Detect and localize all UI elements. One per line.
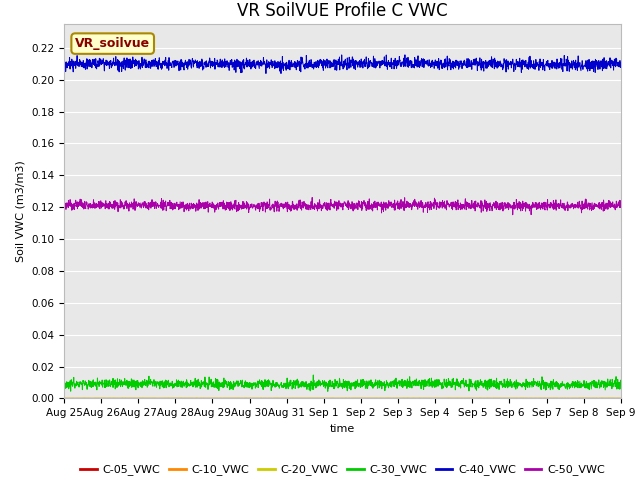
C-50_VWC (499, 206, 506, 212)
C-30_VWC (617, 380, 625, 386)
C-30_VWC (602, 387, 609, 393)
C-10_VWC (600, 396, 608, 401)
C-30_VWC (324, 388, 332, 394)
C-10_VWC (316, 396, 324, 401)
C-30_VWC (310, 372, 317, 378)
C-20_VWC (332, 396, 339, 401)
C-50_VWC (602, 202, 609, 208)
C-30_VWC (88, 383, 96, 389)
C-50_VWC (88, 205, 96, 211)
C-30_VWC (316, 383, 324, 389)
C-05_VWC (60, 396, 68, 401)
Legend: C-05_VWC, C-10_VWC, C-20_VWC, C-30_VWC, C-40_VWC, C-50_VWC: C-05_VWC, C-10_VWC, C-20_VWC, C-30_VWC, … (76, 460, 609, 480)
C-40_VWC (602, 66, 609, 72)
C-30_VWC (332, 379, 339, 385)
C-20_VWC (118, 395, 126, 401)
Line: C-30_VWC: C-30_VWC (64, 375, 621, 391)
Line: C-50_VWC: C-50_VWC (64, 197, 621, 215)
C-40_VWC (401, 52, 409, 58)
C-50_VWC (331, 200, 339, 206)
C-50_VWC (308, 194, 316, 200)
C-05_VWC (88, 396, 96, 401)
C-05_VWC (617, 396, 625, 401)
C-50_VWC (601, 206, 609, 212)
C-05_VWC (601, 396, 609, 401)
C-50_VWC (509, 212, 516, 217)
C-05_VWC (499, 396, 506, 401)
C-20_VWC (499, 396, 507, 401)
C-50_VWC (60, 205, 68, 211)
C-05_VWC (600, 396, 608, 401)
C-40_VWC (601, 61, 609, 67)
C-05_VWC (316, 396, 324, 401)
C-40_VWC (331, 67, 339, 73)
X-axis label: time: time (330, 424, 355, 433)
C-20_VWC (602, 396, 609, 401)
Text: VR_soilvue: VR_soilvue (75, 37, 150, 50)
Y-axis label: Soil VWC (m3/m3): Soil VWC (m3/m3) (15, 160, 26, 262)
C-30_VWC (499, 384, 507, 389)
C-05_VWC (331, 396, 339, 401)
C-40_VWC (60, 63, 68, 69)
C-10_VWC (601, 396, 609, 401)
C-40_VWC (88, 57, 96, 62)
C-20_VWC (81, 396, 88, 401)
Line: C-40_VWC: C-40_VWC (64, 55, 621, 73)
C-50_VWC (617, 198, 625, 204)
C-20_VWC (89, 396, 97, 401)
C-30_VWC (601, 383, 609, 388)
C-10_VWC (499, 396, 506, 401)
C-10_VWC (88, 396, 96, 401)
C-40_VWC (499, 63, 507, 69)
C-20_VWC (317, 396, 324, 401)
C-10_VWC (617, 396, 625, 401)
C-10_VWC (331, 396, 339, 401)
C-20_VWC (60, 396, 68, 401)
C-40_VWC (316, 57, 324, 62)
Title: VR SoilVUE Profile C VWC: VR SoilVUE Profile C VWC (237, 1, 448, 20)
C-50_VWC (316, 203, 324, 208)
C-40_VWC (617, 64, 625, 70)
C-40_VWC (277, 71, 285, 76)
C-20_VWC (601, 396, 609, 401)
C-30_VWC (60, 383, 68, 388)
C-20_VWC (617, 396, 625, 401)
C-10_VWC (60, 396, 68, 401)
